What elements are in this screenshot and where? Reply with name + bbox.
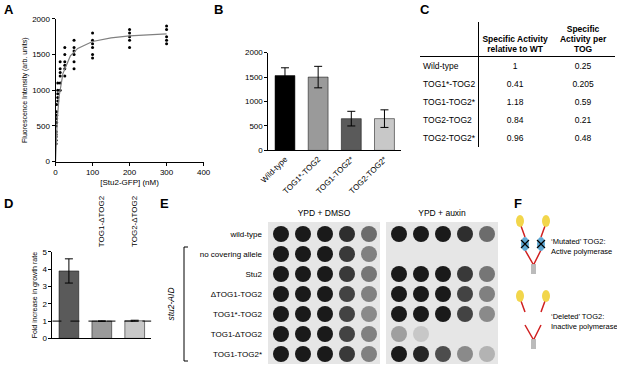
svg-text:ΔTOG1-TOG2: ΔTOG1-TOG2 [211,290,263,299]
html-text:0.25: 0.25 [574,61,592,71]
svg-text:YPD + DMSO: YPD + DMSO [298,208,351,218]
svg-text:TOG1-ΔTOG2: TOG1-ΔTOG2 [211,330,263,339]
svg-text:0: 0 [42,334,47,343]
svg-text:1500: 1500 [245,73,263,82]
html-text:1.18: 1.18 [506,97,524,107]
svg-text:YPD + auxin: YPD + auxin [418,208,466,218]
svg-text:0: 0 [258,146,263,155]
html-text:E: E [160,196,169,211]
html-text:1: 1 [512,61,518,71]
svg-text:2000: 2000 [32,15,50,24]
svg-text:2000: 2000 [245,48,263,57]
html-text:0.84: 0.84 [506,115,524,125]
svg-text:Fold increase in growth rate: Fold increase in growth rate [31,252,39,338]
html-text:F: F [514,196,522,211]
html-text:Specific Activity relative to: Specific Activity relative to WT [482,34,548,54]
svg-text:TOG1-TOG2*: TOG1-TOG2* [314,155,355,196]
svg-text:Fluorescence Intensity (arb. u: Fluorescence Intensity (arb. units) [21,38,29,143]
svg-text:TOG2-TOG2*: TOG2-TOG2* [348,155,389,196]
html-text:TOG2-TOG2*: TOG2-TOG2* [423,133,476,143]
html-text:C: C [420,2,430,17]
svg-text:500: 500 [37,122,51,131]
svg-text:Inactive polymerase: Inactive polymerase [551,322,617,331]
svg-text:TOG1*-TOG2: TOG1*-TOG2 [281,154,322,195]
svg-text:400: 400 [197,168,211,177]
html-text:0.205: 0.205 [572,79,594,89]
html-text:TOG1-TOG2*: TOG1-TOG2* [423,97,476,107]
svg-text:‘Mutated’ TOG2:: ‘Mutated’ TOG2: [551,237,605,246]
svg-text:TOG1*-TOG2: TOG1*-TOG2 [213,310,263,319]
svg-text:Active polymerase: Active polymerase [551,247,612,256]
html-text:TOG2-TOG2: TOG2-TOG2 [423,115,472,125]
svg-text:1: 1 [42,317,47,326]
svg-text:2: 2 [42,300,47,309]
svg-text:3: 3 [42,282,47,291]
html-text:B: B [214,2,224,17]
svg-text:100: 100 [86,168,100,177]
html-text:TOG1*-TOG2: TOG1*-TOG2 [423,79,476,89]
svg-text:wild-type: wild-type [229,230,262,239]
svg-text:200: 200 [123,168,137,177]
html-text:D: D [4,196,14,211]
svg-text:0: 0 [45,157,50,166]
html-text:0.41: 0.41 [506,79,524,89]
svg-text:Wild-type: Wild-type [259,154,289,184]
svg-text:1000: 1000 [32,86,50,95]
svg-text:5: 5 [42,248,47,257]
svg-text:TOG1-ΔTOG2: TOG1-ΔTOG2 [97,195,106,247]
svg-text:TOG1-TOG2*: TOG1-TOG2* [213,350,262,359]
svg-text:1000: 1000 [245,97,263,106]
svg-text:0: 0 [53,168,58,177]
svg-text:[Stu2-GFP] (nM): [Stu2-GFP] (nM) [100,178,159,187]
svg-text:300: 300 [160,168,174,177]
svg-text:Stu2: Stu2 [246,270,263,279]
html-text:0.48: 0.48 [574,133,592,143]
html-text:0.59: 0.59 [574,97,592,107]
svg-text:‘Deleted’ TOG2:: ‘Deleted’ TOG2: [551,312,604,321]
svg-text:stu2-AID: stu2-AID [166,287,176,320]
svg-text:4: 4 [42,265,47,274]
html-text:A: A [4,2,14,17]
html-text:Specific Activity per TOG: Specific Activity per TOG [559,24,607,54]
svg-text:TOG2-ΔTOG2: TOG2-ΔTOG2 [130,195,139,247]
svg-text:500: 500 [249,122,263,131]
svg-text:no covering allele: no covering allele [200,250,263,259]
html-text:0.21: 0.21 [574,115,592,125]
svg-text:1500: 1500 [32,50,50,59]
html-text:Wild-type: Wild-type [423,61,459,71]
html-text:0.96: 0.96 [506,133,524,143]
